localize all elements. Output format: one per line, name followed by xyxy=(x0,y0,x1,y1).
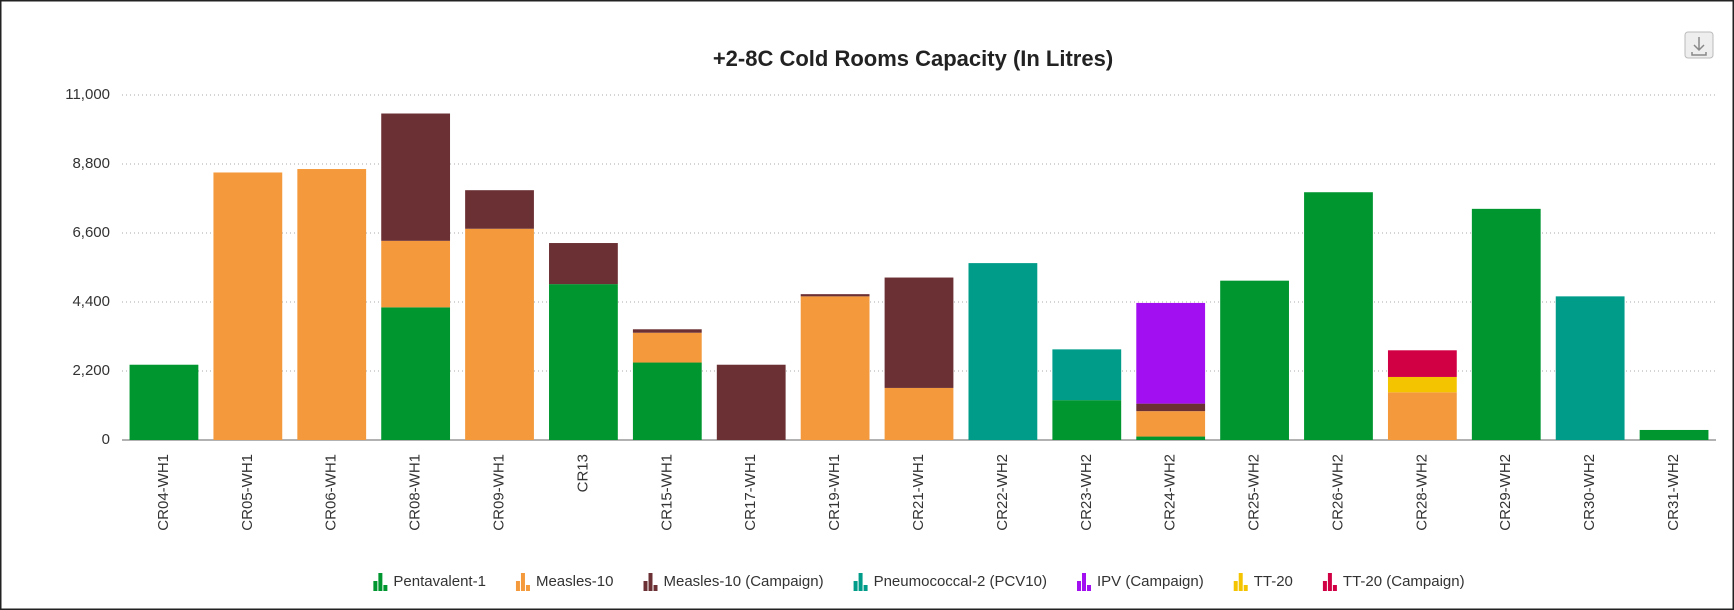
legend-icon xyxy=(1327,573,1332,591)
x-tick-label: CR29-WH2 xyxy=(1497,454,1514,531)
bar-segment xyxy=(1387,350,1457,377)
legend-icon xyxy=(858,573,863,591)
bar-segment xyxy=(968,263,1038,440)
bar-segment xyxy=(632,362,702,440)
legend-icon xyxy=(863,585,868,591)
bar-segment xyxy=(632,332,702,363)
bar-segment xyxy=(716,364,786,440)
bar-segment xyxy=(800,296,870,440)
x-tick-label: CR13 xyxy=(574,454,591,492)
legend-label: IPV (Campaign) xyxy=(1097,573,1204,590)
bar-segment xyxy=(1304,192,1373,440)
legend-icon xyxy=(1238,573,1243,591)
bar-segment xyxy=(884,387,954,440)
x-tick-label: CR04-WH1 xyxy=(155,454,172,531)
legend-label: TT-20 xyxy=(1254,573,1293,590)
legend-icon xyxy=(643,581,648,591)
legend-icon xyxy=(373,581,378,591)
bar-segment xyxy=(297,169,367,440)
bar-segment xyxy=(1639,429,1709,440)
bar-segment xyxy=(1052,349,1122,401)
x-tick-label: CR31-WH2 xyxy=(1665,454,1682,531)
bar-segment xyxy=(1387,376,1457,393)
bar-segment xyxy=(1136,403,1206,412)
legend-icon xyxy=(1082,573,1086,591)
legend-item: Pneumococcal-2 (PCV10) xyxy=(853,573,1047,591)
chart-title: +2-8C Cold Rooms Capacity (In Litres) xyxy=(713,46,1113,71)
legend-label: TT-20 (Campaign) xyxy=(1343,573,1465,590)
legend-label: Pneumococcal-2 (PCV10) xyxy=(874,573,1047,590)
bar-segment xyxy=(1220,280,1289,440)
bar-segment xyxy=(381,307,451,440)
y-tick-label: 11,000 xyxy=(65,86,110,103)
x-tick-label: CR05-WH1 xyxy=(239,454,256,531)
legend-label: Measles-10 xyxy=(536,573,614,590)
bar-segment xyxy=(381,240,451,308)
x-tick-label: CR30-WH2 xyxy=(1581,454,1598,531)
bar-segment xyxy=(549,284,618,440)
bar-segment xyxy=(1471,208,1541,440)
legend-icon xyxy=(1332,585,1337,591)
x-tick-label: CR23-WH2 xyxy=(1078,454,1095,531)
legend-icon xyxy=(1243,585,1248,591)
bar-segment xyxy=(1136,302,1206,404)
bar-segment xyxy=(129,364,199,440)
legend-item: Pentavalent-1 xyxy=(373,573,486,591)
legend-icon xyxy=(1087,585,1091,591)
y-tick-label: 2,200 xyxy=(72,362,110,379)
y-tick-label: 0 xyxy=(102,431,110,448)
x-tick-label: CR15-WH1 xyxy=(658,454,675,531)
bar-segment xyxy=(1136,436,1206,440)
bar-segment xyxy=(549,243,618,285)
legend-item: TT-20 xyxy=(1233,573,1293,591)
legend-icon xyxy=(1233,581,1238,591)
y-tick-label: 4,400 xyxy=(72,293,110,310)
legend-item: IPV (Campaign) xyxy=(1077,573,1204,591)
x-tick-label: CR08-WH1 xyxy=(407,454,424,531)
bar-segment xyxy=(884,277,954,388)
legend-icon xyxy=(853,581,858,591)
bar-segment xyxy=(213,172,283,440)
legend: Pentavalent-1 Measles-10 Measles-10 (Campa… xyxy=(373,573,1465,591)
bar-segment xyxy=(1052,400,1122,440)
legend-item: Measles-10 xyxy=(515,573,614,591)
legend-icon xyxy=(378,573,383,591)
y-tick-label: 8,800 xyxy=(72,155,110,172)
legend-icon xyxy=(383,585,388,591)
bar-segment xyxy=(1387,392,1457,440)
legend-icon xyxy=(525,585,530,591)
x-tick-label: CR22-WH2 xyxy=(994,454,1011,531)
bar-segment xyxy=(381,113,451,241)
legend-item: Measles-10 (Campaign) xyxy=(643,573,824,591)
x-tick-label: CR28-WH2 xyxy=(1413,454,1430,531)
bar-segment xyxy=(1555,296,1625,440)
x-tick-label: CR26-WH2 xyxy=(1329,454,1346,531)
bar-segment xyxy=(465,228,534,440)
legend-icon xyxy=(515,581,520,591)
legend-icon xyxy=(1322,581,1327,591)
bar-segment xyxy=(800,294,870,297)
legend-item: TT-20 (Campaign) xyxy=(1322,573,1465,591)
x-tick-label: CR17-WH1 xyxy=(742,454,759,531)
legend-icon xyxy=(648,573,653,591)
x-tick-label: CR09-WH1 xyxy=(490,454,507,531)
legend-label: Pentavalent-1 xyxy=(393,573,486,590)
legend-label: Measles-10 (Campaign) xyxy=(664,573,824,590)
bar-segment xyxy=(465,190,534,229)
x-tick-label: CR06-WH1 xyxy=(323,454,340,531)
x-tick-label: CR24-WH2 xyxy=(1162,454,1179,531)
bar-segment xyxy=(632,329,702,333)
y-tick-label: 6,600 xyxy=(72,224,110,241)
legend-icon xyxy=(1077,581,1081,591)
legend-icon xyxy=(653,585,658,591)
x-tick-label: CR25-WH2 xyxy=(1246,454,1263,531)
legend-icon xyxy=(520,573,525,591)
bar-segment xyxy=(1136,411,1206,437)
x-tick-label: CR19-WH1 xyxy=(826,454,843,531)
x-tick-label: CR21-WH1 xyxy=(910,454,927,531)
download-button[interactable] xyxy=(1684,31,1714,59)
